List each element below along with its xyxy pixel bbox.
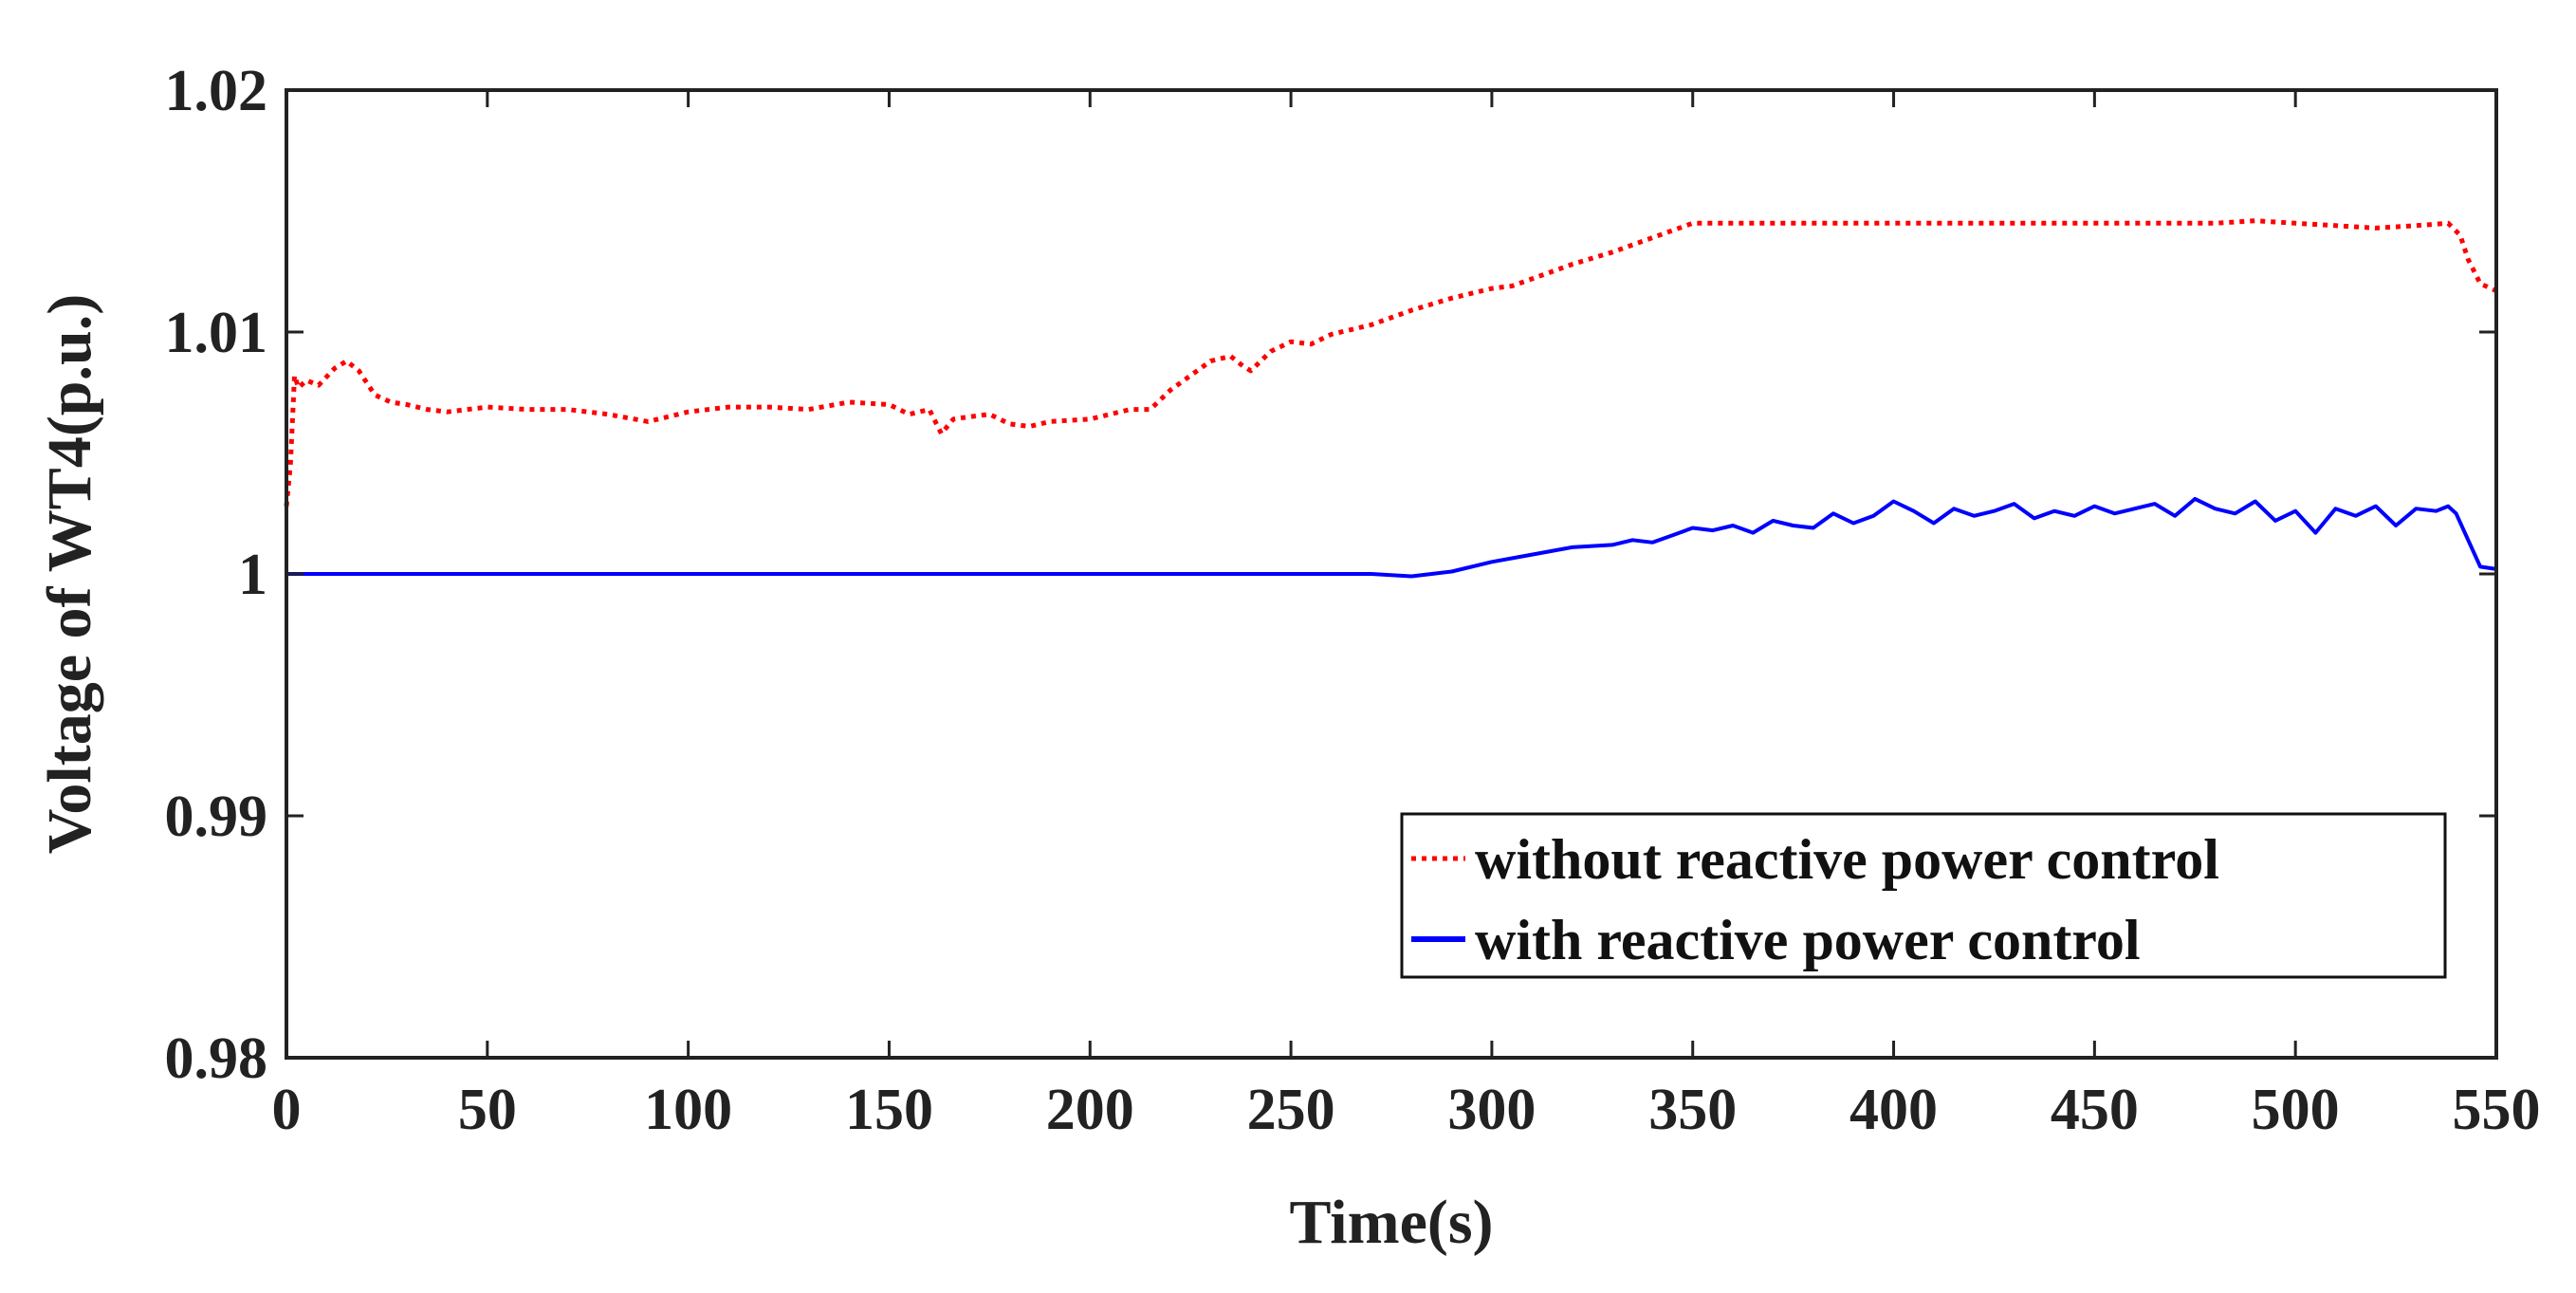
x-tick-label: 200 [1046,1078,1134,1142]
y-tick-label: 1.02 [165,59,268,123]
y-axis-title: Voltage of WT4(p.u.) [35,294,104,854]
legend-label-with-control: with reactive power control [1475,909,2141,971]
x-tick-label: 400 [1849,1078,1938,1142]
legend-box [1400,812,2447,979]
series-line-0 [284,218,2498,507]
y-tick-label: 0.98 [165,1026,268,1091]
legend-label-without-control: without reactive power control [1475,828,2219,891]
y-tick-label: 1 [238,543,267,607]
x-tick-label: 450 [2051,1078,2139,1142]
x-tick-label: 350 [1648,1078,1737,1142]
x-tick-label: 150 [845,1078,933,1142]
y-tick-label: 0.99 [165,785,268,849]
x-tick-label: 550 [2453,1078,2541,1142]
ticks-layer [285,88,2498,1060]
x-tick-label: 500 [2252,1078,2340,1142]
series-layer [284,218,2498,579]
y-tick-label: 1.01 [165,301,268,365]
x-axis-title: Time(s) [1289,1188,1493,1257]
series-line-1 [286,496,2497,579]
x-tick-label: 100 [644,1078,732,1142]
tick-labels-layer: 0 50 100 150 200 250 300 350 400 450 500 550 0.98 0.9… [165,59,2541,1142]
x-tick-label: 300 [1447,1078,1536,1142]
x-tick-label: 50 [458,1078,517,1142]
x-tick-label: 0 [272,1078,302,1142]
x-tick-label: 250 [1247,1078,1335,1142]
legend: without reactive power control with reac… [1400,812,2447,979]
